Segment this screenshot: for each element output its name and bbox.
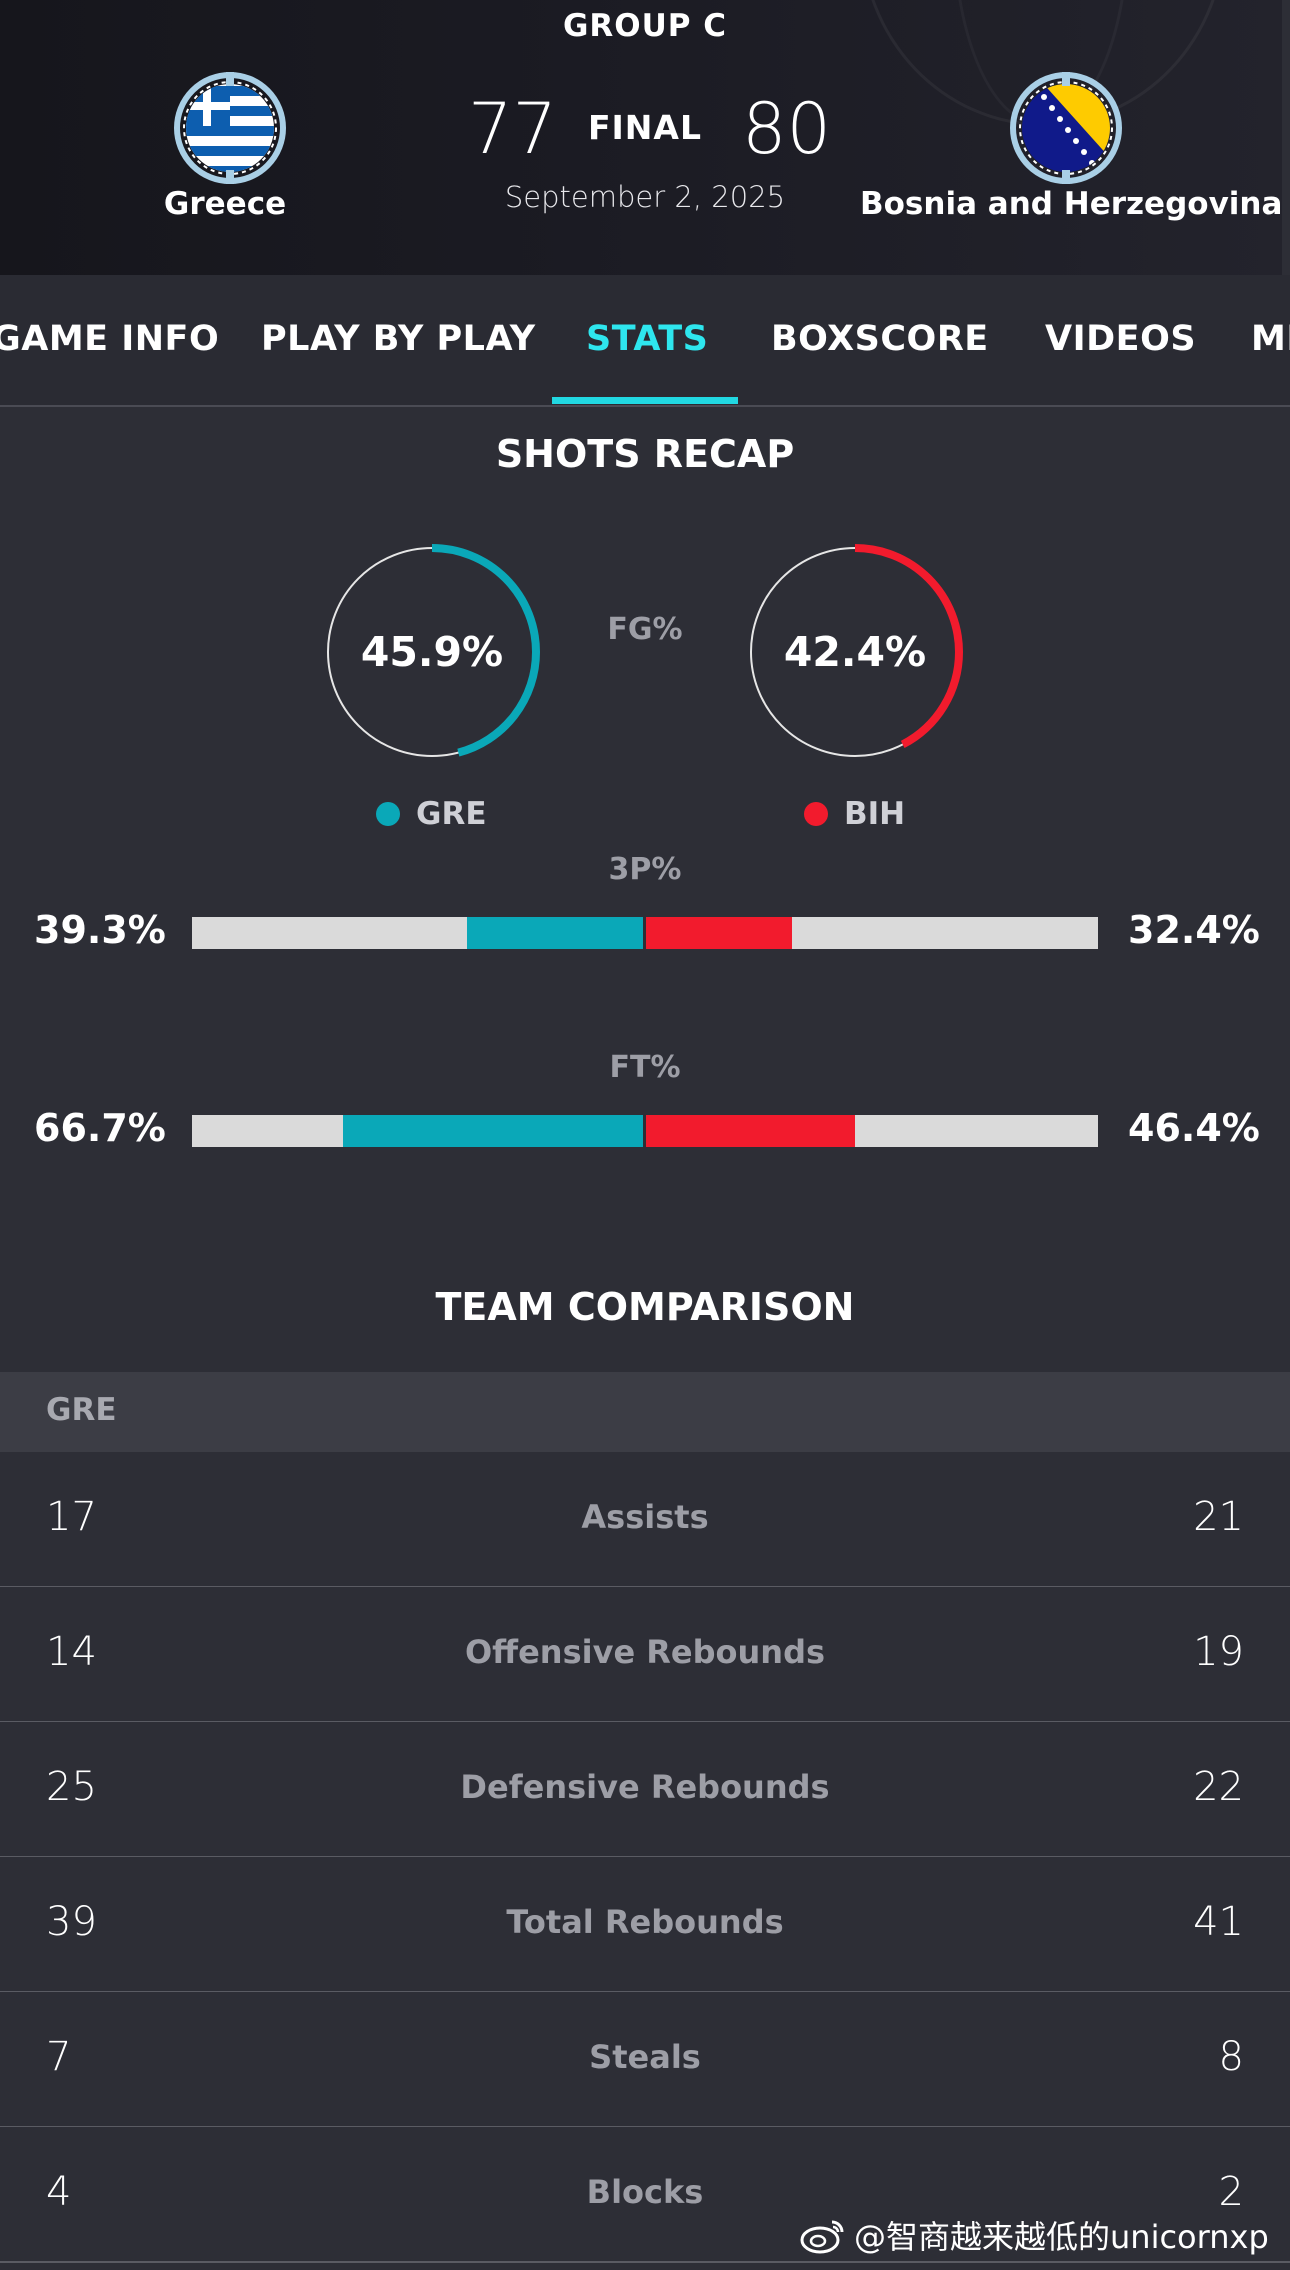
home-fg-ring: 45.9% [322,542,542,762]
game-status: FINAL [587,108,702,147]
active-tab-indicator [552,397,738,404]
away-fg-value: 42.4% [783,628,927,676]
game-date: September 2, 2025 [504,180,786,214]
home-team-name[interactable]: Greece [163,186,287,222]
three-point-bar [192,917,1098,949]
tab-videos[interactable]: VIDEOS [1045,319,1197,359]
bar-center-divider [643,917,646,949]
away-stat-value: 21 [1193,1494,1244,1540]
away-three-point-value: 32.4% [1128,908,1260,952]
comparison-row: 39 Total Rebounds 41 [0,1857,1290,1993]
comparison-row: 25 Defensive Rebounds 22 [0,1722,1290,1858]
bosnia-flag-icon[interactable] [1010,72,1122,184]
home-stat-value: 4 [46,2169,72,2215]
away-free-throw-value: 46.4% [1128,1106,1260,1150]
stat-label: Offensive Rebounds [464,1633,826,1671]
away-score: 80 [742,88,832,170]
stat-label: Defensive Rebounds [460,1768,830,1806]
away-free-throw-fill [645,1115,856,1147]
free-throw-bar [192,1115,1098,1147]
weibo-watermark: @智商越来越低的unicornxp [800,2212,1269,2258]
weibo-icon [800,2220,844,2254]
home-three-point-value: 39.3% [34,908,166,952]
home-stat-value: 39 [46,1899,97,1945]
away-fg-ring: 42.4% [745,542,965,762]
team-comparison-header-label: GRE [46,1392,117,1428]
tab-bar: GAME INFO PLAY BY PLAY STATS BOXSCORE VI… [0,275,1290,407]
team-comparison-header: GRE [0,1372,1290,1452]
home-free-throw-fill [342,1115,645,1147]
stat-label: Assists [581,1498,709,1536]
tab-play-by-play[interactable]: PLAY BY PLAY [261,319,536,359]
stat-label: Steals [589,2038,701,2076]
fg-label: FG% [607,612,683,647]
home-stat-value: 7 [46,2034,72,2080]
stat-label: Total Rebounds [506,1903,784,1941]
away-stat-value: 2 [1218,2169,1244,2215]
home-fg-value: 45.9% [360,628,504,676]
home-three-point-fill [466,917,645,949]
game-header: GROUP C Greece 77 FINAL 80 September 2, … [0,0,1282,275]
tab-more[interactable]: ME [1251,319,1290,359]
stat-label: Blocks [586,2173,704,2211]
home-score: 77 [468,88,558,170]
away-team-name[interactable]: Bosnia and Herzegovina [860,186,1282,222]
home-legend-dot [376,802,400,826]
comparison-row: 7 Steals 8 [0,1992,1290,2128]
comparison-row: 4 Blocks 2 [0,2127,1290,2263]
away-legend: BIH [804,796,905,832]
away-stat-value: 8 [1218,2034,1244,2080]
away-legend-label: BIH [844,796,906,832]
home-legend-label: GRE [416,796,487,832]
comparison-row: 14 Offensive Rebounds 19 [0,1587,1290,1723]
tab-boxscore[interactable]: BOXSCORE [771,319,989,359]
team-comparison-title: TEAM COMPARISON [435,1285,855,1329]
watermark-text: @智商越来越低的unicornxp [854,2218,1269,2256]
away-stat-value: 22 [1193,1764,1244,1810]
away-legend-dot [804,802,828,826]
free-throw-label: FT% [609,1050,681,1085]
tab-game-info[interactable]: GAME INFO [0,319,220,359]
greece-flag-icon[interactable] [174,72,286,184]
away-stat-value: 41 [1193,1899,1244,1945]
tab-stats[interactable]: STATS [586,319,709,359]
away-stat-value: 19 [1193,1629,1244,1675]
away-three-point-fill [645,917,792,949]
comparison-row: 17 Assists 21 [0,1452,1290,1588]
home-stat-value: 25 [46,1764,97,1810]
bar-center-divider [643,1115,646,1147]
shots-recap-title: SHOTS RECAP [495,432,795,476]
three-point-label: 3P% [608,852,682,887]
home-stat-value: 14 [46,1629,97,1675]
home-stat-value: 17 [46,1494,97,1540]
group-label: GROUP C [562,8,728,44]
home-legend: GRE [376,796,487,832]
home-free-throw-value: 66.7% [34,1106,166,1150]
